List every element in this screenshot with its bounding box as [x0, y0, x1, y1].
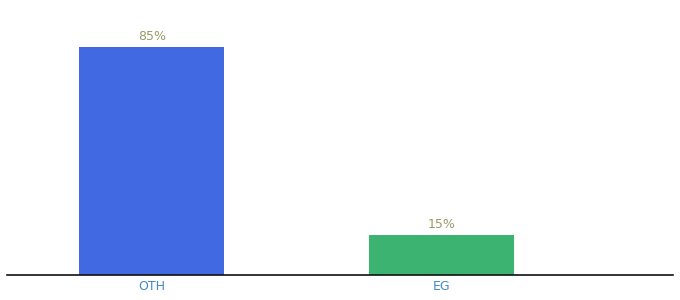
Text: 15%: 15% [428, 218, 456, 231]
Bar [80, 47, 224, 275]
Text: 85%: 85% [138, 30, 166, 43]
Bar [369, 235, 514, 275]
